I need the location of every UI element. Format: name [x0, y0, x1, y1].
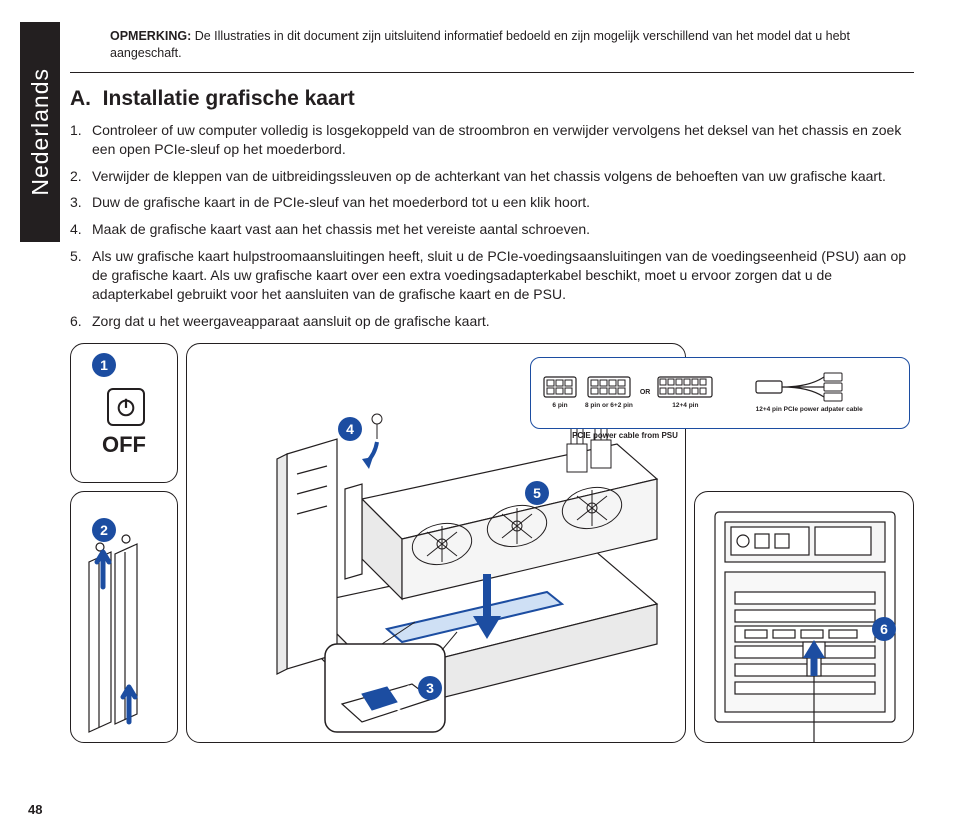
- badge-num: 1: [100, 357, 108, 373]
- diagram-area: 1 2 3 4 5 6 6 pin 8 pin or 6+2: [70, 343, 914, 743]
- slot-covers-illustration: [71, 492, 179, 744]
- step-item: Maak de grafische kaart vast aan het cha…: [70, 220, 914, 239]
- section-letter: A.: [70, 87, 91, 110]
- step-item: Controleer of uw computer volledig is lo…: [70, 121, 914, 159]
- off-label: OFF: [71, 432, 177, 458]
- section-name: Installatie grafische kaart: [103, 87, 355, 110]
- step-badge-4: 4: [338, 417, 362, 441]
- badge-num: 5: [533, 485, 541, 501]
- connector-8pin-icon: [587, 376, 631, 398]
- power-button-icon: [107, 388, 145, 426]
- connector-adapter: 12+4 pin PCIe power adpater cable: [721, 372, 897, 413]
- connector-label: 12+4 pin PCIe power adpater cable: [756, 406, 863, 413]
- step-text: Als uw grafische kaart hulpstroomaanslui…: [92, 248, 906, 302]
- steps-list: Controleer of uw computer volledig is lo…: [70, 121, 914, 331]
- connector-label: 6 pin: [552, 402, 567, 409]
- page-number: 48: [28, 802, 42, 817]
- panel-power-off: OFF: [70, 343, 178, 483]
- badge-num: 2: [100, 522, 108, 538]
- page-content: OPMERKING: De Illustraties in dit docume…: [0, 0, 954, 829]
- section-title: A. Installatie grafische kaart: [70, 87, 914, 111]
- connector-or: OR: [640, 389, 651, 396]
- connector-box: 6 pin 8 pin or 6+2 pin OR: [530, 357, 910, 429]
- step-badge-1: 1: [92, 353, 116, 377]
- step-badge-2: 2: [92, 518, 116, 542]
- connector-6pin: 6 pin: [543, 376, 577, 409]
- badge-num: 6: [880, 621, 888, 637]
- note-label: OPMERKING:: [110, 29, 191, 43]
- badge-num: 4: [346, 421, 354, 437]
- step-text: Maak de grafische kaart vast aan het cha…: [92, 221, 590, 237]
- step-badge-5: 5: [525, 481, 549, 505]
- connector-adapter-icon: [754, 372, 864, 402]
- note-box: OPMERKING: De Illustraties in dit docume…: [70, 28, 914, 73]
- panel-remove-slot-covers: [70, 491, 178, 743]
- step-item: Zorg dat u het weergaveapparaat aansluit…: [70, 312, 914, 331]
- note-text: De Illustraties in dit document zijn uit…: [110, 29, 850, 60]
- connector-label: 12+4 pin: [672, 402, 698, 409]
- connector-6pin-icon: [543, 376, 577, 398]
- step-text: Zorg dat u het weergaveapparaat aansluit…: [92, 313, 490, 329]
- badge-num: 3: [426, 680, 434, 696]
- step-text: Controleer of uw computer volledig is lo…: [92, 122, 901, 157]
- step-text: Verwijder de kleppen van de uitbreidings…: [92, 168, 886, 184]
- step-text: Duw de grafische kaart in de PCIe-sleuf …: [92, 194, 590, 210]
- connector-124pin: 12+4 pin: [657, 376, 713, 409]
- connector-caption: PCIE power cable from PSU: [530, 431, 720, 440]
- connector-label: 8 pin or 6+2 pin: [585, 402, 633, 409]
- step-item: Duw de grafische kaart in de PCIe-sleuf …: [70, 193, 914, 212]
- step-item: Verwijder de kleppen van de uitbreidings…: [70, 167, 914, 186]
- connector-8pin: 8 pin or 6+2 pin: [585, 376, 633, 409]
- power-icon: [115, 396, 137, 418]
- step-badge-3: 3: [418, 676, 442, 700]
- step-item: Als uw grafische kaart hulpstroomaanslui…: [70, 247, 914, 304]
- connector-124pin-icon: [657, 376, 713, 398]
- step-badge-6: 6: [872, 617, 896, 641]
